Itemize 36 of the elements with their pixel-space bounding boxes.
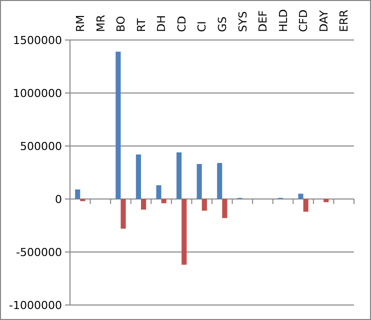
x-tick-label: RM [74,14,87,32]
y-tick-label: 1000000 [13,86,62,100]
bar [303,199,308,212]
bar [156,185,162,199]
x-tick-label: DH [155,15,168,32]
bar [196,164,202,199]
x-tick-label: DEF [256,10,270,32]
x-tick-label: GS [216,16,229,32]
x-tick-label: RT [134,18,148,32]
x-tick-label: ERR [338,9,351,32]
x-tick-label: CD [175,16,188,32]
bar [161,199,166,204]
x-tick-label: SYS [236,11,250,32]
bar [217,162,222,199]
x-tick-label: CFD [297,10,310,32]
y-tick-label: 500000 [20,140,62,153]
x-tick-label: HLD [276,9,290,32]
bar [75,189,80,199]
bar [182,199,187,265]
x-tick-label: MR [94,14,108,32]
bar [176,152,182,199]
x-tick-label: DAY [317,10,330,32]
y-tick-label: -1000000 [9,298,62,312]
x-tick-label: CI [196,21,209,32]
y-tick-label: 0 [55,192,62,206]
bar [120,199,126,229]
x-tick-label: BO [114,16,128,32]
bar [324,199,329,202]
bar [298,194,304,199]
y-tick-label: 1500000 [13,34,62,47]
bar [116,52,121,199]
y-tick-label: -500000 [16,246,62,259]
bar [202,199,207,211]
bar [141,199,146,210]
bar [136,154,141,199]
bar [222,199,228,218]
